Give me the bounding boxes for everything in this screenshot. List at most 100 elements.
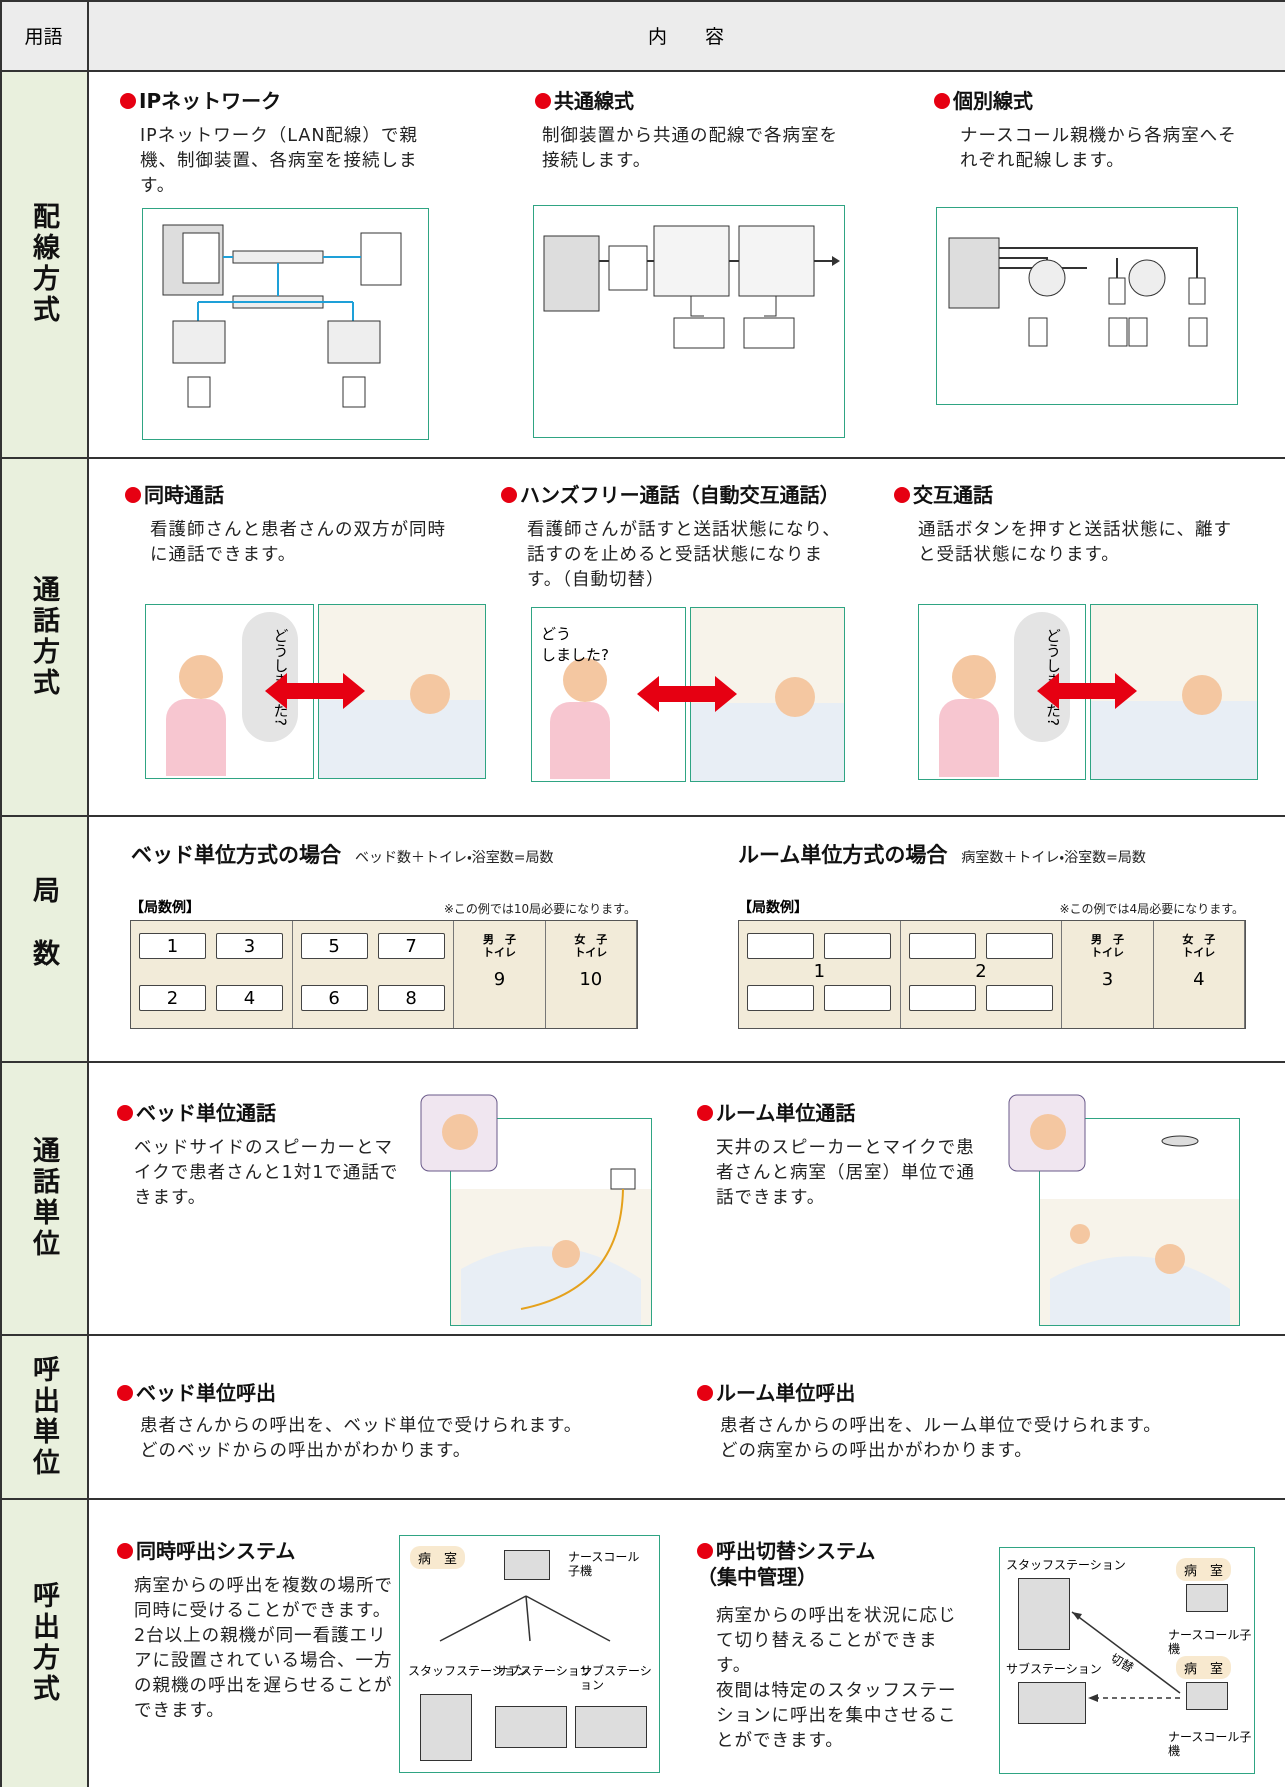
item-text: 患者さんからの呼出を、ルーム単位で受けられます。 どの病室からの呼出かがわかりま… bbox=[720, 1416, 1162, 1461]
nurse-figure bbox=[562, 658, 607, 702]
bed: 6 bbox=[300, 985, 368, 1011]
double-arrow bbox=[1037, 673, 1137, 709]
double-arrow bbox=[264, 672, 365, 709]
bed: 4 bbox=[215, 985, 283, 1011]
toilet-cell: 男 子 トイレ 3 bbox=[1062, 921, 1154, 1028]
item-text: ナースコール親機から各病室へそれぞれ配線します。 bbox=[960, 126, 1237, 171]
bed bbox=[823, 985, 891, 1011]
arrows bbox=[1071, 1611, 1181, 1702]
header-bg bbox=[0, 0, 1285, 71]
toilet-label: 女 子 トイレ bbox=[1182, 933, 1216, 959]
station-number: 1 bbox=[166, 935, 179, 957]
nurse-body bbox=[938, 699, 999, 777]
arrows bbox=[439, 1595, 611, 1642]
bed: 2 bbox=[139, 985, 206, 1011]
bed-group: 1 bbox=[739, 921, 901, 1028]
speech-bubble: どうしました? bbox=[1014, 612, 1070, 742]
bed: 8 bbox=[377, 985, 445, 1011]
nurse-icon bbox=[1008, 1094, 1086, 1172]
patient-figure bbox=[1182, 674, 1223, 715]
bed bbox=[318, 700, 485, 778]
term: 局数 bbox=[28, 875, 59, 1002]
station-number: 3 bbox=[1101, 969, 1114, 990]
row-line bbox=[0, 457, 1285, 459]
diagram-label: サブステーション bbox=[580, 1664, 652, 1692]
header-term: 用語 bbox=[24, 26, 63, 48]
diagram-label: ナースコール 子機 bbox=[568, 1550, 640, 1578]
bed: 7 bbox=[377, 933, 445, 959]
item-text: ベッドサイドのスピーカーとマイクで患者さんと1対1で通話できます。 bbox=[134, 1138, 399, 1208]
station-number: 3 bbox=[243, 935, 256, 957]
device bbox=[420, 1694, 472, 1761]
toilet-label: 男 子 トイレ bbox=[1090, 933, 1124, 959]
term-cell: 通話単位 bbox=[0, 1062, 87, 1334]
diagram-label: ナースコール子機 bbox=[1168, 1628, 1252, 1656]
diagram-label: 病 室 bbox=[1176, 1558, 1232, 1581]
room-call-illustration bbox=[1039, 1118, 1240, 1326]
item-text: 看護師さんと患者さんの双方が同時に通話できます。 bbox=[150, 520, 446, 565]
device bbox=[1186, 1584, 1228, 1612]
bed: 3 bbox=[215, 933, 283, 959]
bed-call-illustration bbox=[450, 1118, 652, 1326]
example-note: ※この例では10局必要になります。 bbox=[443, 902, 636, 916]
station-number: 4 bbox=[1193, 969, 1205, 990]
item-title: 同時通話 bbox=[125, 482, 224, 508]
term-cell: 通話方式 bbox=[0, 458, 87, 815]
item-title: 呼出切替システム （集中管理） bbox=[697, 1539, 876, 1589]
item-title: ハンズフリー通話（自動交互通話） bbox=[501, 482, 840, 508]
example-note: ※この例では4局必要になります。 bbox=[1059, 902, 1245, 916]
term: 呼出方式 bbox=[28, 1581, 59, 1705]
term-column bbox=[0, 71, 89, 1787]
nurse-body bbox=[165, 699, 226, 776]
station-number: 4 bbox=[243, 987, 256, 1009]
panel-title: ベッド単位方式の場合 bbox=[131, 843, 341, 867]
diagram-label: スタッフステーション bbox=[1006, 1558, 1126, 1572]
row-line bbox=[0, 1498, 1285, 1500]
bed-group: 5 7 6 8 bbox=[293, 921, 455, 1028]
item-title: 個別線式 bbox=[934, 88, 1033, 114]
common-line-illustration bbox=[533, 205, 845, 438]
bed bbox=[985, 985, 1053, 1011]
toilet-label: 女 子 トイレ bbox=[574, 933, 608, 959]
item-title: ベッド単位呼出 bbox=[117, 1380, 276, 1406]
diagram-label: 病 室 bbox=[1176, 1656, 1232, 1679]
bed bbox=[908, 985, 976, 1011]
nurse-figure bbox=[179, 655, 224, 699]
panel-heading: ルーム単位方式の場合 病室数＋トイレ・浴室数=局数 bbox=[738, 842, 1146, 868]
device bbox=[1018, 1578, 1070, 1650]
term: 呼出単位 bbox=[28, 1354, 59, 1479]
diagram-label: 病 室 bbox=[410, 1546, 466, 1569]
individual-line-illustration bbox=[936, 207, 1238, 405]
station-number: 2 bbox=[166, 987, 179, 1009]
nurse-body bbox=[550, 702, 611, 779]
diagram-label: サブステーション bbox=[1006, 1662, 1102, 1676]
item-text: 病室からの呼出を状況に応じて切り替えることができます。 夜間は特定のスタッフステ… bbox=[716, 1606, 957, 1751]
diagram-label: スタッフステーション bbox=[408, 1664, 528, 1678]
item-text: 病室からの呼出を複数の場所で同時に受けることができます。 2台以上の親機が同一看… bbox=[134, 1576, 393, 1721]
patient-figure bbox=[410, 674, 451, 715]
item-text: 制御装置から共通の配線で各病室を接続します。 bbox=[542, 126, 838, 171]
diagram-label: ナースコール子機 bbox=[1168, 1730, 1252, 1758]
item-title: ルーム単位呼出 bbox=[697, 1380, 855, 1406]
nurse-icon bbox=[420, 1094, 498, 1172]
item-text: 天井のスピーカーとマイクで患者さんと病室（居室）単位で通話できます。 bbox=[716, 1138, 975, 1208]
term-cell: 局数 bbox=[0, 816, 87, 1061]
bed-group: 1 3 2 4 bbox=[131, 921, 293, 1028]
row-line bbox=[0, 1061, 1285, 1063]
bed-group: 2 bbox=[901, 921, 1063, 1028]
example-label: 【局数例】 bbox=[130, 900, 200, 916]
diagram-label: サブステーション bbox=[496, 1664, 592, 1678]
bed bbox=[691, 703, 844, 781]
toilet-label: 男 子 トイレ bbox=[482, 933, 516, 959]
station-number: 1 bbox=[813, 961, 826, 982]
station-number: 5 bbox=[328, 935, 340, 957]
station-number: 7 bbox=[405, 935, 417, 957]
station-number: 10 bbox=[579, 969, 603, 990]
toilet-cell: 女 子 トイレ 10 bbox=[546, 921, 637, 1028]
term-cell: 呼出方式 bbox=[0, 1499, 87, 1787]
row-line bbox=[0, 815, 1285, 817]
patient-figure bbox=[775, 677, 816, 718]
station-number: 6 bbox=[328, 987, 340, 1009]
item-text: 患者さんからの呼出を、ベッド単位で受けられます。 どのベッドからの呼出かがわかり… bbox=[140, 1416, 583, 1461]
